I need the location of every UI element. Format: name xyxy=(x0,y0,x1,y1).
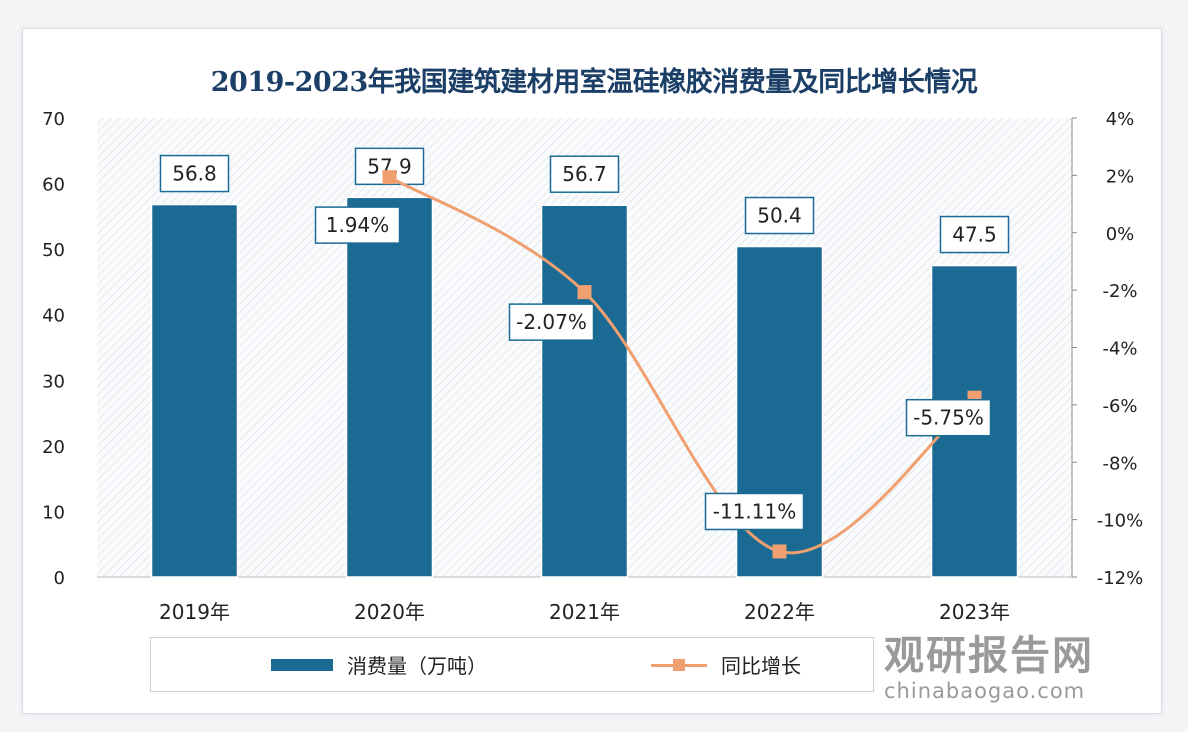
growth-point xyxy=(772,544,787,559)
left-tick-label: 10 xyxy=(42,502,65,523)
bar-value-label: 47.5 xyxy=(952,223,997,247)
legend-item-growth: 同比增长 xyxy=(651,650,801,679)
x-tick-label: 2022年 xyxy=(744,600,815,624)
legend-label-consumption: 消费量（万吨） xyxy=(347,654,487,678)
growth-value-label-box xyxy=(314,206,401,244)
bar-value-label-box xyxy=(549,155,620,193)
bar-value-label: 56.8 xyxy=(172,162,217,186)
right-tick-label: -6% xyxy=(1102,396,1137,417)
right-tick-label: 2% xyxy=(1106,166,1135,187)
bar-value-label-box xyxy=(939,215,1010,254)
bar-value-label-box xyxy=(159,154,230,193)
left-tick-label: 50 xyxy=(42,240,65,261)
watermark-url: chinabaogao.com xyxy=(884,679,1086,703)
bar xyxy=(150,203,239,578)
bar-value-label: 56.7 xyxy=(562,162,607,186)
right-tick-label: -8% xyxy=(1102,453,1137,474)
right-tick-label: -10% xyxy=(1097,511,1144,532)
growth-line xyxy=(388,175,976,555)
legend-swatch-line xyxy=(651,658,707,671)
bar-value-label: 50.4 xyxy=(757,204,802,228)
growth-value-label: -11.11% xyxy=(713,499,796,523)
growth-value-label: -5.75% xyxy=(913,406,984,430)
right-tick-label: 0% xyxy=(1106,224,1135,245)
left-tick-label: 30 xyxy=(42,371,65,392)
left-tick-label: 60 xyxy=(42,175,65,196)
x-tick-label: 2020年 xyxy=(354,600,425,624)
left-tick-label: 70 xyxy=(42,109,65,130)
growth-value-label: -2.07% xyxy=(516,310,587,334)
legend-label-growth: 同比增长 xyxy=(721,654,801,678)
x-tick-label: 2019年 xyxy=(159,600,230,624)
legend-swatch-bar xyxy=(271,658,333,671)
left-tick-label: 20 xyxy=(42,437,65,458)
watermark: 观研报告网 chinabaogao.com xyxy=(884,634,1154,704)
right-tick-label: 4% xyxy=(1106,109,1135,130)
growth-value-label-box xyxy=(508,303,595,341)
growth-point xyxy=(382,170,397,185)
right-tick-label: -4% xyxy=(1102,339,1137,360)
x-tick-label: 2023年 xyxy=(939,600,1010,624)
growth-value-label: 1.94% xyxy=(326,213,390,237)
legend-item-consumption: 消费量（万吨） xyxy=(271,650,487,679)
left-tick-label: 40 xyxy=(42,306,65,327)
growth-point xyxy=(577,285,592,300)
left-tick-label: 0 xyxy=(54,568,65,589)
bar xyxy=(345,196,434,578)
right-tick-label: -12% xyxy=(1097,568,1144,589)
watermark-name: 观研报告网 xyxy=(884,633,1094,679)
chart-title: 2019-2023年我国建筑建材用室温硅橡胶消费量及同比增长情况 xyxy=(210,67,978,98)
growth-value-label-box xyxy=(704,492,805,531)
bar-value-label-box xyxy=(744,196,815,235)
growth-value-label-box xyxy=(905,398,992,437)
legend: 消费量（万吨） 同比增长 xyxy=(150,637,874,692)
bar xyxy=(540,204,629,578)
right-tick-label: -2% xyxy=(1102,281,1137,302)
x-tick-label: 2021年 xyxy=(549,600,620,624)
